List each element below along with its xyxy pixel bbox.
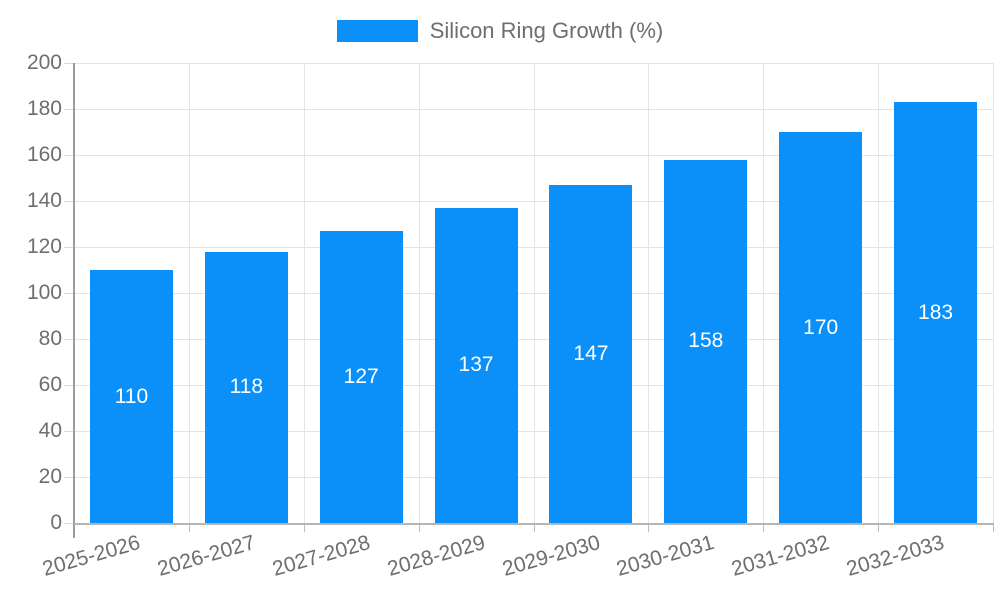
bar-2031-2032[interactable]: 170 (779, 132, 863, 523)
x-axis-tick (763, 523, 765, 532)
y-axis-tick-label: 100 (26, 281, 62, 304)
x-axis-category-label: 2029-2030 (499, 531, 603, 581)
bar-2025-2026[interactable]: 110 (89, 270, 173, 523)
y-axis-line (73, 63, 75, 538)
bar-value-label: 183 (918, 300, 954, 324)
y-axis-tick-label: 120 (26, 235, 62, 258)
legend-label: Silicon Ring Growth (%) (429, 18, 664, 43)
y-axis-tick (64, 293, 74, 294)
x-axis-tick (878, 523, 880, 532)
y-axis-tick (64, 431, 74, 432)
y-axis-tick-label: 140 (26, 189, 62, 212)
y-axis-tick (64, 155, 74, 156)
y-axis-tick (64, 201, 74, 202)
bar-2026-2027[interactable]: 118 (204, 251, 288, 523)
bar-value-label: 110 (114, 384, 149, 408)
x-axis-tick (648, 523, 650, 532)
y-axis-tick-label: 20 (38, 465, 62, 488)
gridline-vertical (418, 63, 420, 523)
x-axis-category-label: 2026-2027 (154, 531, 258, 581)
x-axis-category-label: 2030-2031 (614, 531, 718, 581)
gridline-vertical (878, 63, 880, 523)
bar-2029-2030[interactable]: 147 (549, 184, 633, 523)
bar-value-label: 118 (229, 375, 264, 399)
y-axis-tick-label: 160 (26, 143, 62, 166)
bar-value-label: 170 (803, 315, 839, 339)
y-axis-tick (64, 247, 74, 248)
y-axis-tick (64, 63, 74, 64)
bar-value-label: 147 (573, 341, 609, 365)
y-axis-tick-label: 200 (26, 51, 62, 74)
y-axis-tick-label: 0 (50, 511, 62, 534)
x-axis-category-label: 2032-2033 (844, 531, 947, 581)
gridline-vertical (648, 63, 650, 523)
legend-swatch (336, 20, 418, 42)
y-axis-tick-label: 40 (38, 419, 62, 442)
bar-2032-2033[interactable]: 183 (894, 102, 978, 523)
y-axis-tick (64, 523, 74, 524)
x-axis-category-label: 2028-2029 (384, 531, 488, 581)
y-axis-tick-label: 180 (26, 97, 62, 120)
x-axis-tick (418, 523, 420, 532)
x-axis-tick (303, 523, 305, 532)
legend[interactable]: Silicon Ring Growth (%) (0, 16, 1000, 46)
y-axis-tick-label: 80 (38, 327, 62, 350)
bar-value-label: 137 (458, 353, 494, 377)
y-axis-tick (64, 477, 74, 478)
bar-2030-2031[interactable]: 158 (664, 159, 748, 523)
x-axis-category-label: 2031-2032 (729, 531, 833, 581)
x-axis-tick (993, 523, 994, 532)
bar-2027-2028[interactable]: 127 (319, 230, 403, 523)
gridline-vertical (993, 63, 994, 523)
y-axis-tick (64, 385, 74, 386)
gridline-vertical (303, 63, 305, 523)
x-axis-category-label: 2027-2028 (269, 531, 373, 581)
x-axis-line (74, 523, 993, 525)
x-axis-tick (188, 523, 190, 532)
y-axis-tick-label: 60 (38, 373, 62, 396)
x-axis-tick (533, 523, 535, 532)
gridline-vertical (533, 63, 535, 523)
gridline-vertical (763, 63, 765, 523)
x-axis-category-label: 2025-2026 (39, 531, 143, 581)
bar-value-label: 158 (688, 329, 724, 353)
y-axis-tick (64, 109, 74, 110)
y-axis-tick (64, 339, 74, 340)
gridline-vertical (188, 63, 190, 523)
bar-value-label: 127 (343, 364, 379, 388)
bar-2028-2029[interactable]: 137 (434, 207, 518, 523)
